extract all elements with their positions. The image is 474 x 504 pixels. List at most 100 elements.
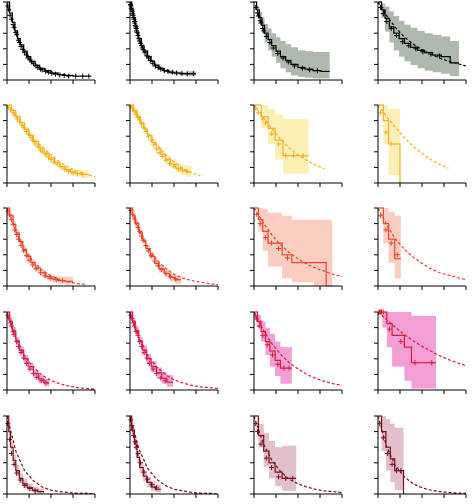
censor-mark <box>257 221 263 227</box>
censor-mark <box>8 107 14 113</box>
censor-mark <box>58 164 64 170</box>
censor-mark <box>11 332 17 338</box>
survival-step-curve <box>378 207 401 260</box>
censor-mark <box>153 63 159 69</box>
confidence-band <box>254 2 330 79</box>
panel-r3-c4 <box>374 207 467 290</box>
censor-mark <box>35 143 41 149</box>
censor-mark <box>18 350 24 356</box>
censor-mark <box>130 427 136 433</box>
confidence-band <box>378 2 459 77</box>
censor-mark <box>155 263 161 269</box>
panel-r2-c3 <box>250 104 343 187</box>
censor-mark <box>8 217 14 223</box>
censor-mark <box>413 46 419 52</box>
censor-mark <box>148 253 154 259</box>
censor-mark <box>33 266 39 272</box>
censor-mark <box>12 227 18 233</box>
fitted-curve <box>377 415 466 494</box>
censor-mark <box>263 33 269 39</box>
censor-mark <box>66 73 72 79</box>
censor-mark <box>7 436 13 442</box>
censor-mark <box>393 468 399 474</box>
censor-mark <box>161 68 167 74</box>
fitted-curve <box>377 311 467 367</box>
censor-mark <box>145 133 151 139</box>
censor-mark <box>141 350 147 356</box>
censor-mark <box>10 221 16 227</box>
censor-mark <box>134 29 140 35</box>
censor-mark <box>263 455 269 461</box>
censor-mark <box>147 58 153 63</box>
censor-mark <box>80 171 86 177</box>
censor-mark <box>174 70 180 76</box>
censor-mark <box>15 236 21 242</box>
censor-mark <box>378 110 384 116</box>
censor-mark <box>21 355 27 361</box>
censor-mark <box>32 141 38 147</box>
censor-mark <box>262 235 268 241</box>
censor-mark <box>291 153 297 159</box>
censor-mark <box>17 477 23 483</box>
censor-mark <box>306 67 312 73</box>
censor-mark <box>35 65 41 71</box>
censor-mark <box>283 153 289 159</box>
censor-mark <box>149 482 155 488</box>
censor-mark <box>385 450 391 456</box>
censor-mark <box>165 68 171 74</box>
censor-mark <box>378 4 384 10</box>
censor-mark <box>43 379 49 385</box>
censor-mark <box>159 267 165 273</box>
censor-mark <box>86 73 92 79</box>
censor-mark <box>148 137 154 143</box>
censor-mark <box>299 65 305 71</box>
censor-mark <box>45 154 51 160</box>
censor-mark <box>140 124 146 130</box>
censor-mark <box>283 475 289 481</box>
censor-mark <box>394 252 400 258</box>
censor-mark <box>8 16 14 22</box>
censor-mark <box>26 257 32 263</box>
censor-mark <box>23 360 29 366</box>
censor-mark <box>32 488 38 494</box>
censor-mark <box>133 444 139 450</box>
censor-mark <box>190 71 196 77</box>
censor-mark <box>150 366 156 372</box>
censor-mark <box>11 461 17 467</box>
censor-mark <box>5 421 11 427</box>
censor-mark <box>143 242 149 248</box>
censor-mark <box>184 71 190 77</box>
censor-mark <box>137 38 143 44</box>
confidence-band <box>130 312 174 387</box>
censor-mark <box>269 464 275 470</box>
fitted-curve <box>253 104 325 170</box>
survival-step-curve <box>254 415 297 479</box>
fitted-curve <box>253 311 343 386</box>
censor-mark <box>378 213 384 219</box>
censor-mark <box>30 137 36 143</box>
censor-mark <box>260 26 266 32</box>
censor-mark <box>43 68 49 74</box>
censor-mark <box>153 146 159 152</box>
panel-r5-c4 <box>374 415 467 498</box>
censor-mark <box>138 121 144 127</box>
censor-mark <box>130 106 136 112</box>
censor-mark <box>383 129 389 135</box>
panel-r2-c2 <box>126 104 219 187</box>
censor-mark <box>156 150 162 156</box>
panel-r2-c1 <box>3 104 96 187</box>
censor-mark <box>136 36 142 42</box>
censor-mark <box>260 332 266 338</box>
censor-mark <box>137 228 143 234</box>
censor-mark <box>23 253 29 259</box>
censor-mark <box>16 118 22 124</box>
censor-mark <box>267 40 273 46</box>
censor-mark <box>39 149 45 155</box>
censor-mark <box>290 475 296 481</box>
censor-mark <box>162 378 168 384</box>
censor-mark <box>398 468 404 474</box>
censor-mark <box>180 168 186 174</box>
censor-mark <box>393 33 399 39</box>
censor-mark <box>133 329 139 334</box>
censor-mark <box>8 450 14 456</box>
